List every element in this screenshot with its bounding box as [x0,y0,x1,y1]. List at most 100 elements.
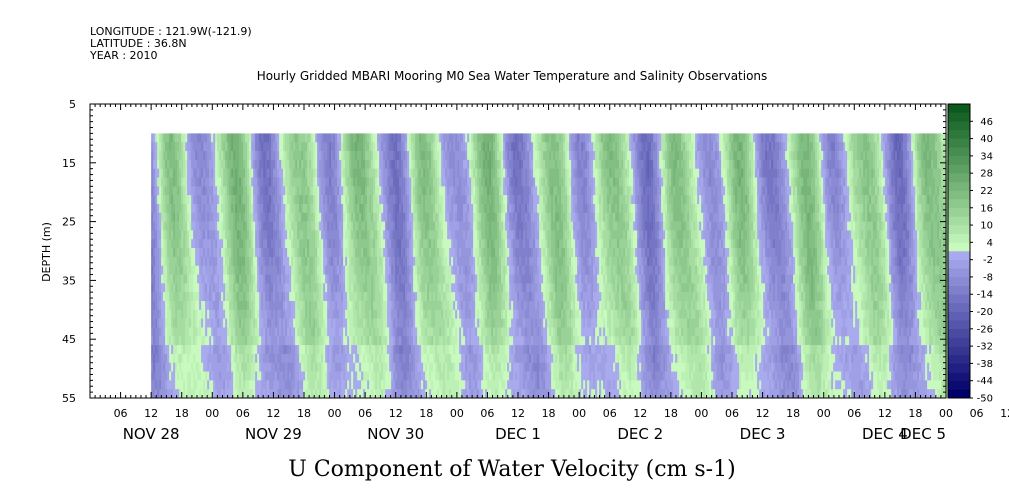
heatmap-cell [309,186,312,196]
heatmap-cell [273,168,276,178]
heatmap-cell [181,230,184,240]
heatmap-cell [397,142,400,152]
heatmap-cell [295,327,298,337]
heatmap-cell [199,159,202,169]
heatmap-cell [315,353,318,364]
heatmap-cell [167,203,170,214]
heatmap-cell [389,353,392,364]
heatmap-cell [211,195,214,205]
heatmap-cell [203,371,206,381]
heatmap-cell [451,336,454,346]
heatmap-cell [455,239,458,249]
heatmap-cell [371,318,374,328]
heatmap-cell [409,362,412,372]
heatmap-cell [435,230,438,240]
heatmap-cell [263,256,266,266]
heatmap-cell [365,380,368,390]
heatmap-cell [205,292,208,302]
heatmap-cell [449,371,452,381]
heatmap-cell [475,195,478,205]
heatmap-cell [267,239,270,249]
heatmap-cell [473,371,476,381]
heatmap-cell [167,371,170,381]
heatmap-cell [165,256,168,266]
heatmap-cell [155,292,158,302]
heatmap-cell [193,248,196,258]
heatmap-cell [311,292,314,302]
heatmap-cell [449,265,452,275]
heatmap-cell [365,177,368,187]
heatmap-cell [415,362,418,372]
heatmap-cell [245,336,248,346]
heatmap-cell [419,336,422,346]
heatmap-cell [197,336,200,346]
heatmap-cell [395,336,398,346]
heatmap-cell [179,230,182,240]
heatmap-cell [249,300,252,311]
heatmap-cell [405,168,408,178]
heatmap-cell [419,168,422,178]
heatmap-cell [481,151,484,161]
heatmap-cell [445,327,448,337]
heatmap-cell [333,177,336,187]
heatmap-cell [295,230,298,240]
heatmap-cell [321,142,324,152]
heatmap-cell [461,230,464,240]
heatmap-cell [257,274,260,284]
heatmap-cell [301,362,304,372]
heatmap-cell [453,389,456,399]
heatmap-cell [317,362,320,372]
heatmap-cell [269,151,272,161]
heatmap-cell [433,203,436,214]
heatmap-cell [237,389,240,399]
heatmap-cell [173,177,176,187]
heatmap-cell [173,336,176,346]
heatmap-cell [401,230,404,240]
heatmap-cell [153,274,156,284]
heatmap-cell [391,371,394,381]
heatmap-cell [211,239,214,249]
heatmap-cell [455,177,458,187]
heatmap-cell [393,265,396,275]
heatmap-cell [471,345,474,355]
heatmap-cell [347,239,350,249]
heatmap-cell [385,177,388,187]
chart-title: Hourly Gridded MBARI Mooring M0 Sea Wate… [257,69,768,83]
heatmap-cell [193,230,196,240]
heatmap-cell [199,248,202,258]
heatmap-cell [289,221,292,231]
heatmap-cell [395,248,398,258]
heatmap-cell [387,318,390,328]
heatmap-cell [369,203,372,214]
heatmap-cell [231,151,234,161]
heatmap-cell [157,168,160,178]
heatmap-cell [425,159,428,169]
heatmap-cell [257,221,260,231]
heatmap-cell [301,283,304,293]
heatmap-cell [185,151,188,161]
heatmap-cell [201,309,204,319]
heatmap-cell [355,380,358,390]
heatmap-cell [193,186,196,196]
heatmap-cell [405,300,408,311]
heatmap-cell [179,292,182,302]
heatmap-cell [183,283,186,293]
heatmap-cell [293,159,296,169]
heatmap-cell [329,318,332,328]
heatmap-cell [395,362,398,372]
heatmap-cell [197,327,200,337]
heatmap-cell [183,221,186,231]
heatmap-cell [235,336,238,346]
heatmap-cell [285,133,288,143]
heatmap-cell [471,371,474,381]
heatmap-cell [451,309,454,319]
heatmap-cell [291,327,294,337]
heatmap-cell [393,151,396,161]
heatmap-cell [401,371,404,381]
heatmap-cell [281,256,284,266]
heatmap-cell [467,265,470,275]
heatmap-cell [441,274,444,284]
heatmap-cell [169,177,172,187]
heatmap-cell [349,336,352,346]
heatmap-cell [325,142,328,152]
